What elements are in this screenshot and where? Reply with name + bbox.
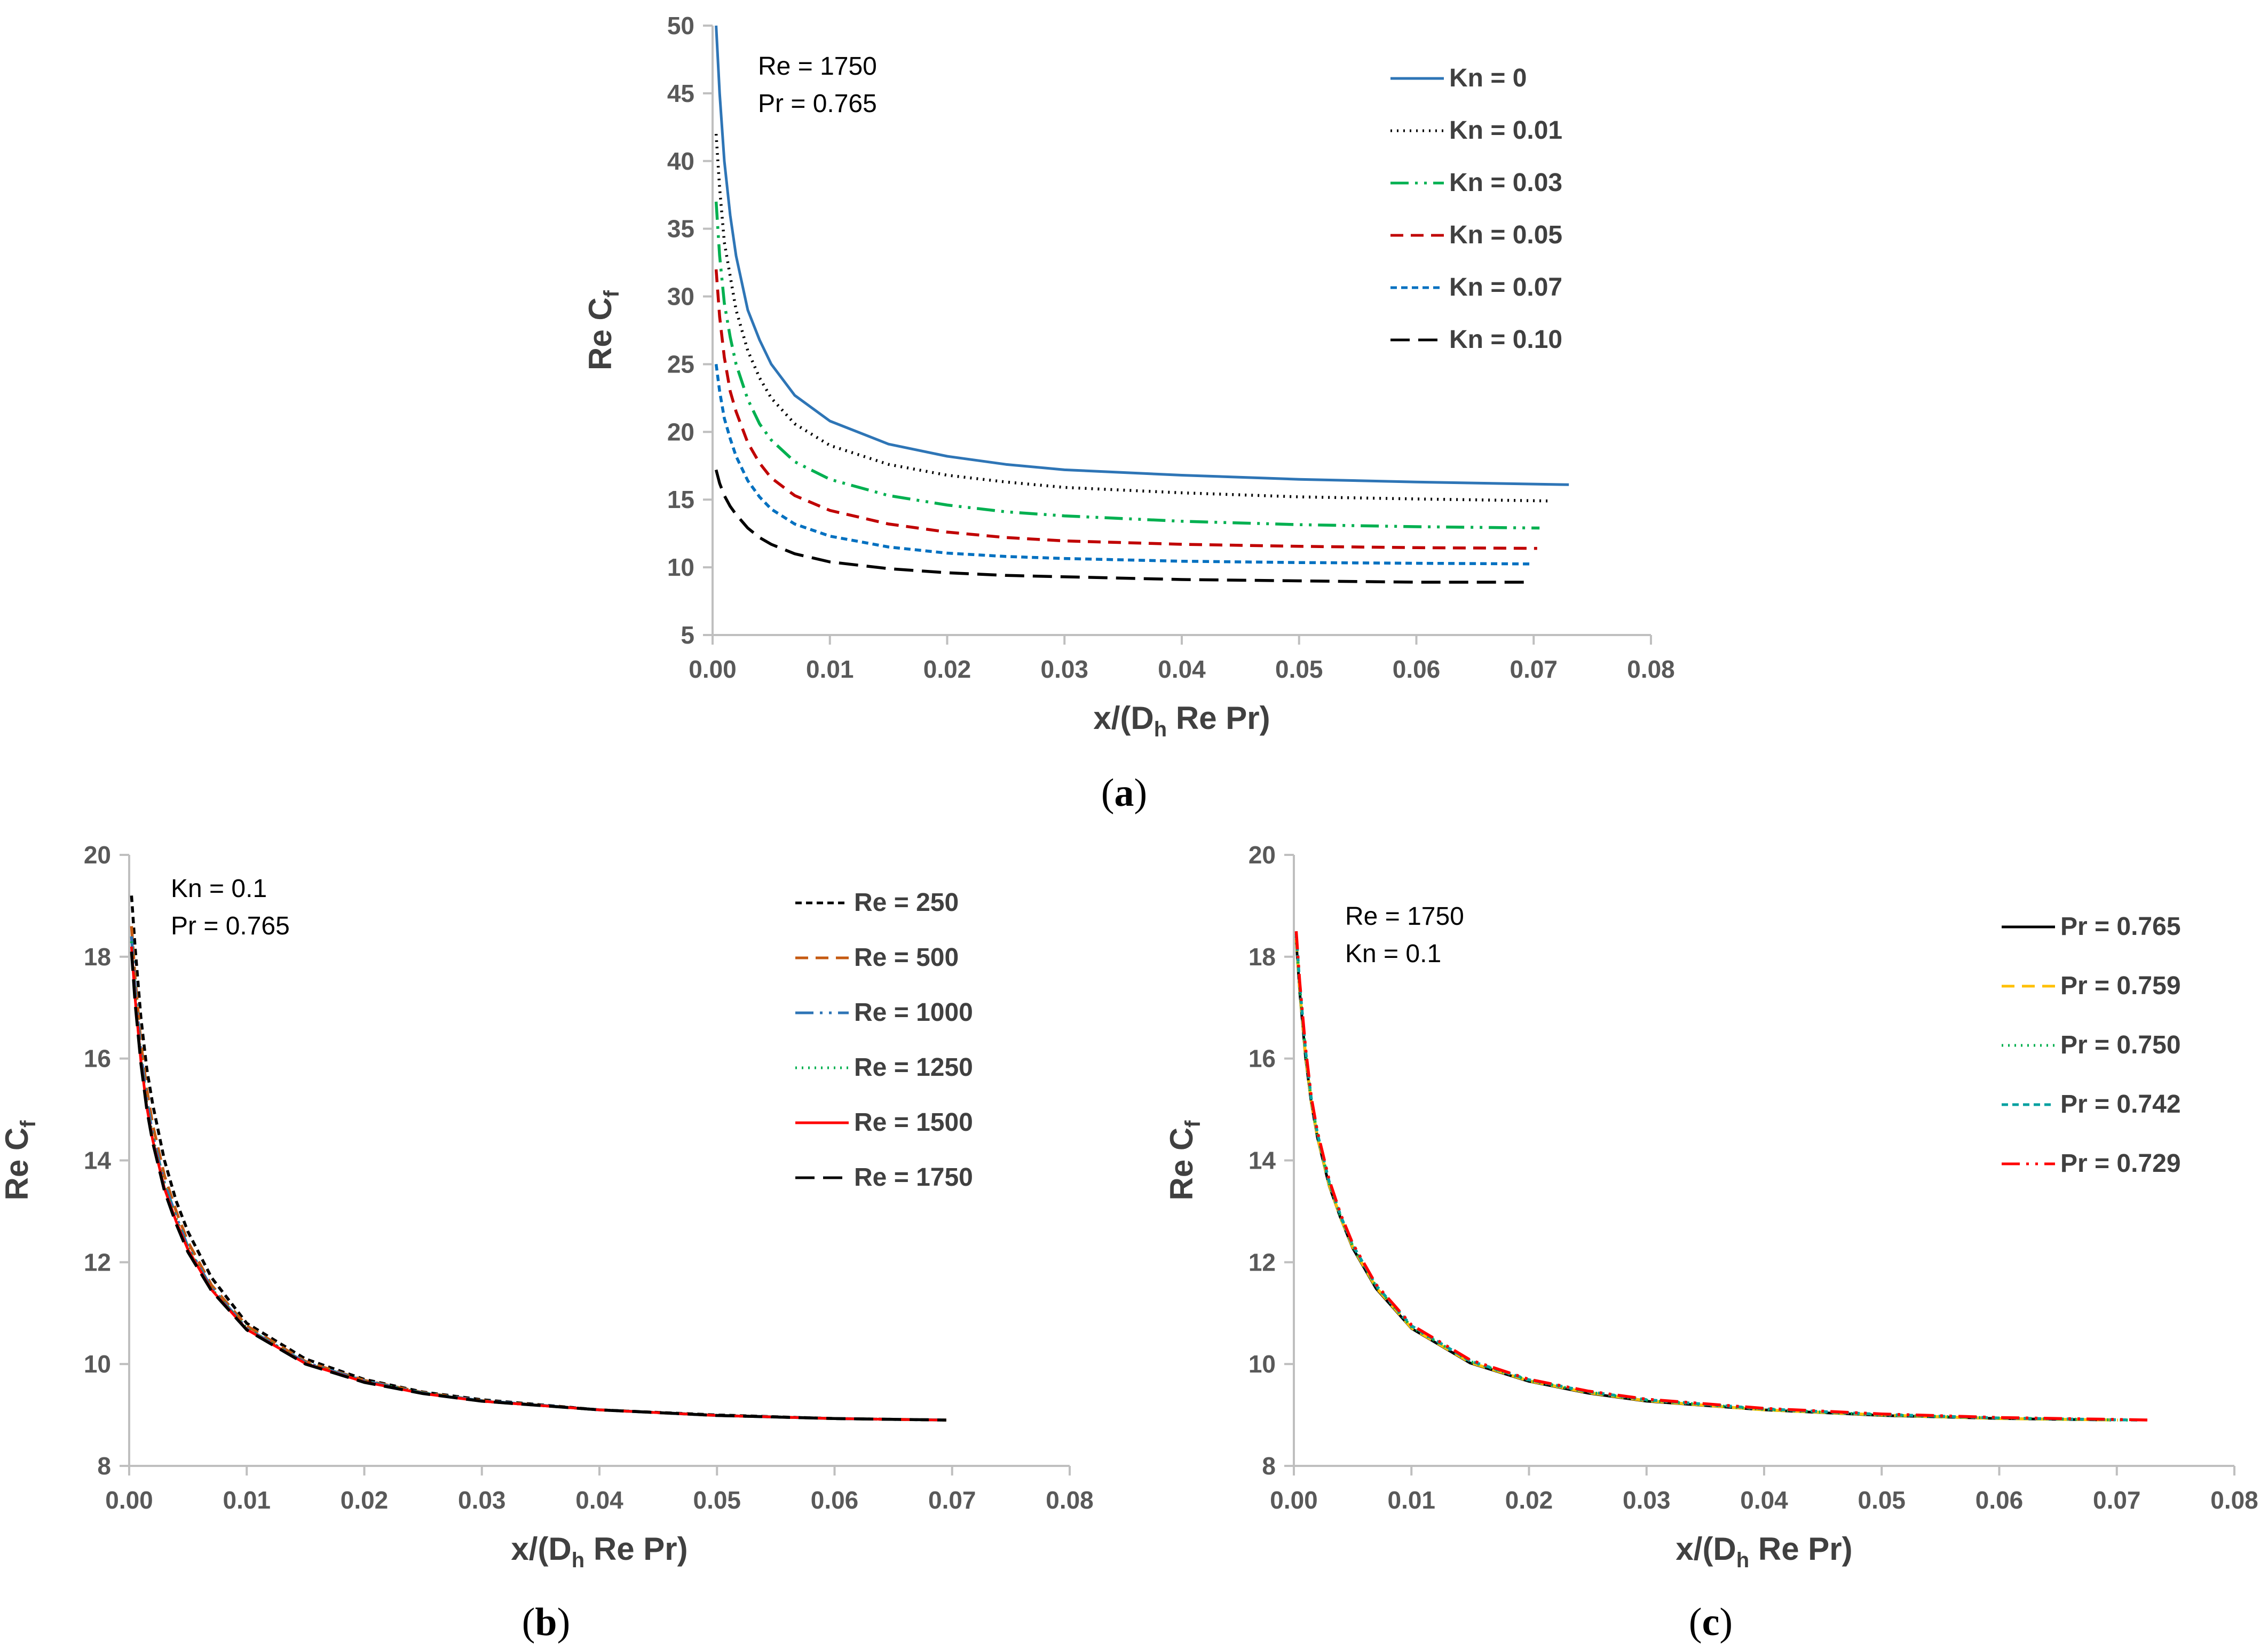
series-line [714, 469, 1528, 584]
annotation-text: Pr = 0.765 [758, 90, 877, 118]
legend-label: Re = 1750 [854, 1163, 973, 1192]
x-tick-label: 0.04 [1740, 1486, 1788, 1514]
x-tick-label: 0.08 [2210, 1486, 2258, 1514]
y-tick-label: 8 [97, 1452, 111, 1480]
y-tick-label: 30 [667, 283, 694, 311]
legend-label: Kn = 0 [1449, 64, 1527, 92]
y-tick-label: 14 [84, 1147, 112, 1175]
x-tick-label: 0.00 [689, 655, 737, 683]
annotation-text: Re = 1750 [1345, 902, 1464, 931]
series-line [714, 364, 1531, 566]
x-tick-label: 0.08 [1046, 1486, 1094, 1514]
x-tick-label: 0.01 [223, 1486, 271, 1514]
legend-label: Kn = 0.10 [1449, 326, 1562, 354]
legend-label: Re = 1500 [854, 1108, 973, 1137]
x-tick-label: 0.01 [806, 655, 854, 683]
x-axis-title: x/(Dh Re Pr) [1676, 1531, 1852, 1572]
x-tick-label: 0.05 [1275, 655, 1323, 683]
x-tick-label: 0.05 [1858, 1486, 1906, 1514]
legend-label: Pr = 0.750 [2060, 1031, 2181, 1059]
x-tick-label: 0.02 [1505, 1486, 1553, 1514]
legend-label: Kn = 0.03 [1449, 169, 1562, 197]
annotation-text: Pr = 0.765 [171, 912, 290, 940]
chart-panel-a: 0.00 0.01 0.02 0.03 0.04 0.05 0.06 0.07 0.08 5 10 1… [582, 12, 1675, 815]
legend-label: Kn = 0.07 [1449, 273, 1562, 302]
series-line [715, 25, 1569, 486]
y-axis-title: Re Cf [582, 290, 623, 370]
x-tick-label: 0.01 [1387, 1486, 1435, 1514]
x-tick-label: 0.03 [1040, 655, 1088, 683]
x-tick-label: 0.07 [1510, 655, 1558, 683]
x-tick-label: 0.02 [923, 655, 971, 683]
y-tick-label: 15 [667, 486, 694, 513]
y-tick-label: 14 [1248, 1147, 1276, 1175]
x-axis-title: x/(Dh Re Pr) [511, 1531, 687, 1572]
y-tick-label: 16 [1248, 1045, 1276, 1073]
x-tick-label: 0.06 [1393, 655, 1441, 683]
panel-label: (a) [1101, 771, 1147, 815]
y-tick-label: 18 [84, 943, 111, 971]
annotation-text: Kn = 0.1 [171, 875, 267, 903]
y-axis-title: Re Cf [1164, 1120, 1205, 1201]
y-tick-label: 20 [667, 418, 694, 446]
x-axis-title: x/(Dh Re Pr) [1093, 700, 1270, 741]
series-line [714, 133, 1552, 503]
y-tick-label: 10 [84, 1350, 111, 1378]
legend-label: Kn = 0.01 [1449, 116, 1562, 145]
panel-label: (c) [1689, 1600, 1733, 1644]
chart-panel-c: 0.00 0.01 0.02 0.03 0.04 0.05 0.06 0.07 0.08 8 10 1… [1164, 841, 2258, 1644]
x-tick-label: 0.00 [1270, 1486, 1318, 1514]
series-line [1294, 931, 2152, 1422]
x-tick-label: 0.03 [458, 1486, 506, 1514]
x-tick-label: 0.00 [105, 1486, 153, 1514]
legend-label: Pr = 0.729 [2060, 1149, 2181, 1178]
x-tick-label: 0.06 [811, 1486, 859, 1514]
legend-label: Kn = 0.05 [1449, 221, 1562, 249]
y-tick-label: 25 [667, 350, 694, 378]
series-line [1294, 933, 2138, 1422]
annotation-text: Re = 1750 [758, 52, 877, 81]
series-line [714, 201, 1540, 530]
y-tick-label: 45 [667, 80, 694, 107]
x-tick-label: 0.03 [1623, 1486, 1671, 1514]
y-tick-label: 50 [667, 12, 694, 39]
series-line [130, 895, 946, 1422]
y-tick-label: 18 [1248, 943, 1276, 971]
x-tick-label: 0.07 [928, 1486, 976, 1514]
y-axis-title: Re Cf [0, 1120, 40, 1201]
x-tick-label: 0.08 [1627, 655, 1675, 683]
legend-label: Pr = 0.759 [2060, 972, 2181, 1000]
legend-label: Re = 500 [854, 943, 959, 972]
legend-label: Re = 250 [854, 889, 959, 917]
legend-label: Re = 1250 [854, 1053, 973, 1082]
x-tick-label: 0.04 [1158, 655, 1206, 683]
x-tick-label: 0.02 [341, 1486, 389, 1514]
series-line [714, 269, 1537, 550]
y-tick-label: 8 [1262, 1452, 1276, 1480]
y-tick-label: 10 [1248, 1350, 1276, 1378]
y-tick-label: 20 [84, 841, 111, 869]
y-tick-label: 12 [84, 1248, 111, 1276]
series-line [130, 951, 946, 1422]
x-tick-label: 0.06 [1975, 1486, 2024, 1514]
legend-label: Re = 1000 [854, 998, 973, 1027]
x-tick-label: 0.07 [2093, 1486, 2141, 1514]
legend-label: Pr = 0.765 [2060, 913, 2181, 941]
y-tick-label: 16 [84, 1045, 111, 1073]
panel-label: (b) [522, 1600, 570, 1644]
annotation-text: Kn = 0.1 [1345, 940, 1441, 968]
y-tick-label: 5 [681, 621, 694, 649]
x-tick-label: 0.04 [575, 1486, 623, 1514]
y-tick-label: 12 [1248, 1248, 1276, 1276]
y-tick-label: 35 [667, 215, 694, 243]
y-tick-label: 20 [1248, 841, 1276, 869]
x-tick-label: 0.05 [693, 1486, 741, 1514]
y-tick-label: 10 [667, 553, 694, 581]
y-tick-label: 40 [667, 147, 694, 175]
legend-label: Pr = 0.742 [2060, 1090, 2181, 1118]
chart-panel-b: 0.00 0.01 0.02 0.03 0.04 0.05 0.06 0.07 0.08 8 10 1… [0, 841, 1094, 1644]
